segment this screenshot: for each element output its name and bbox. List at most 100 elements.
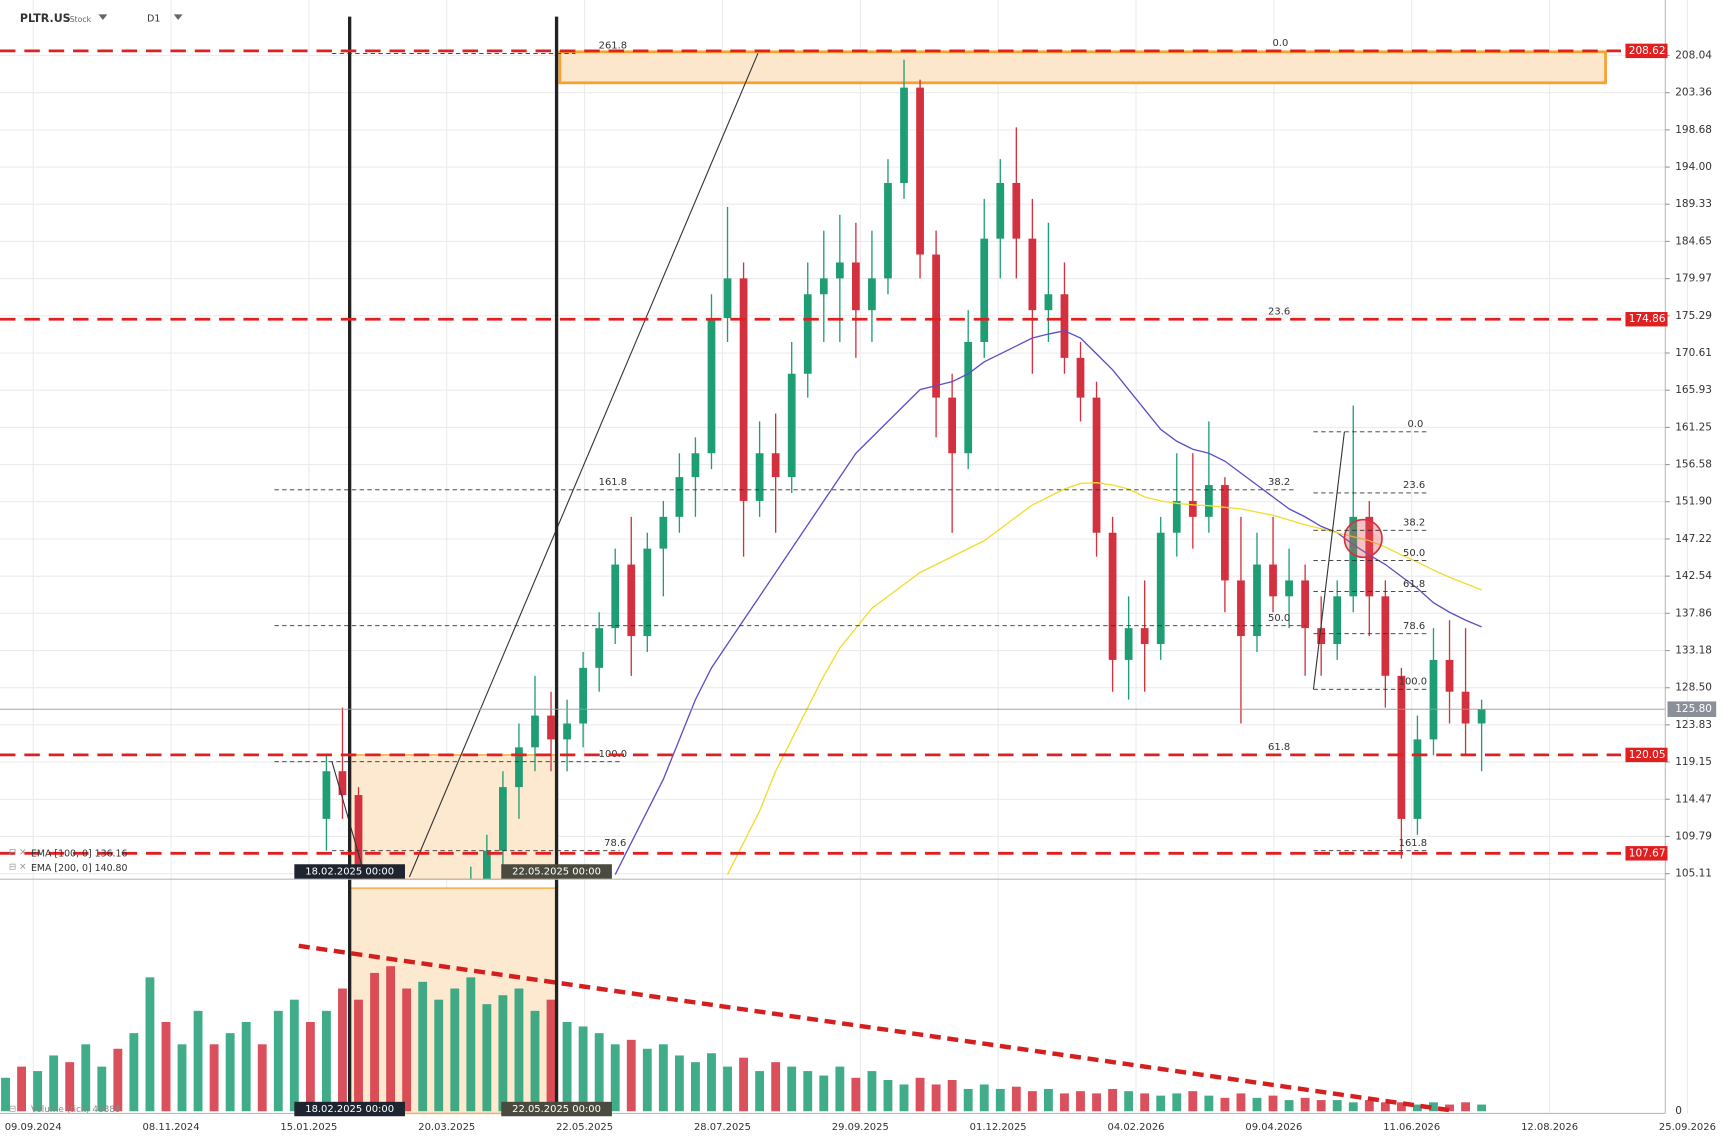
fib-label: 161.8 — [599, 477, 628, 488]
candle-body — [1188, 500, 1197, 517]
candle-body — [643, 548, 652, 637]
y-tick-label: 179.97 — [1675, 273, 1712, 285]
volume-bar — [1300, 1097, 1310, 1112]
candle-body — [1237, 580, 1245, 637]
volume-bar — [257, 1044, 267, 1112]
legend-icon[interactable]: ⊟ ✕ — [9, 863, 27, 873]
volume-bar — [370, 972, 379, 1112]
volume-bar — [1011, 1086, 1021, 1112]
volume-bar — [418, 981, 428, 1112]
volume-bar — [707, 1053, 716, 1112]
current-price-tag — [1667, 701, 1717, 717]
x-tick-label: 04.02.2026 — [1108, 1122, 1165, 1133]
candle-body — [771, 453, 780, 478]
interval[interactable]: D1 — [147, 13, 160, 24]
volume-bar — [1445, 1104, 1454, 1112]
x-tick-label: 11.06.2026 — [1383, 1122, 1440, 1133]
candle-body — [547, 715, 555, 740]
candle-body — [1108, 532, 1117, 660]
volume-bar — [209, 1044, 219, 1112]
level-label: 120.05 — [1629, 749, 1666, 761]
candle-body — [659, 516, 668, 549]
volume-bar — [514, 988, 524, 1112]
volume-bar — [1380, 1102, 1390, 1112]
symbol[interactable]: PLTR.US — [20, 12, 71, 25]
dropdown-arrow[interactable] — [173, 14, 183, 20]
candle-body — [563, 723, 571, 740]
volume-tick-label: 0 — [1675, 1105, 1682, 1117]
fib-label: 161.8 — [1399, 838, 1428, 849]
volume-bar — [1027, 1091, 1037, 1112]
candle-body — [1012, 182, 1021, 239]
fib-label: 38.2 — [1268, 477, 1290, 488]
volume-bar — [1043, 1088, 1053, 1112]
volume-bar — [1076, 1091, 1085, 1112]
volume-bar — [995, 1088, 1005, 1112]
volume-bar — [1332, 1100, 1342, 1112]
y-tick-label: 142.54 — [1675, 570, 1712, 582]
fib-label: 23.6 — [1403, 480, 1425, 491]
volume-bar — [755, 1071, 765, 1112]
candle-body — [1477, 709, 1486, 724]
candle-body — [1301, 580, 1309, 629]
symbol-type: Stock — [70, 15, 92, 24]
volume-bar — [915, 1077, 925, 1112]
x-tick-label: 09.09.2024 — [5, 1122, 62, 1133]
volume-bar — [739, 1057, 748, 1112]
candle-body — [627, 564, 636, 637]
fib-label: 61.8 — [1403, 579, 1425, 590]
trend-line — [408, 53, 759, 878]
level-tag — [1625, 43, 1668, 59]
volume-bar — [1348, 1102, 1358, 1112]
dropdown-arrow[interactable] — [98, 14, 108, 20]
volume-bar — [947, 1080, 957, 1112]
candle-body — [1028, 238, 1037, 311]
volume-bar — [193, 1010, 203, 1112]
volume-bar — [1156, 1095, 1166, 1112]
volume-bar — [1268, 1095, 1278, 1112]
candle-body — [787, 373, 796, 478]
candle-body — [948, 397, 957, 454]
candle-body — [1204, 485, 1213, 517]
candle-body — [1253, 564, 1261, 637]
volume-bar — [1413, 1104, 1422, 1112]
volume-bar — [642, 1048, 652, 1112]
legend-value: 48888 — [92, 1105, 120, 1115]
fib-label: 50.0 — [1403, 548, 1425, 559]
level-label: 174.86 — [1629, 313, 1666, 325]
volume-bar — [49, 1055, 59, 1112]
volume-bar — [899, 1084, 909, 1112]
x-tick-label: 25.09.2026 — [1659, 1122, 1716, 1133]
candle-body — [868, 278, 876, 311]
volume-bar — [434, 999, 444, 1112]
volume-bar — [1429, 1102, 1438, 1112]
candle-body — [499, 787, 507, 851]
volume-bar — [658, 1044, 668, 1112]
volume-bar — [305, 1021, 315, 1112]
legend-icon[interactable]: ⊟ ✕ — [9, 848, 27, 858]
candle-body — [932, 254, 940, 398]
level-tag — [1625, 846, 1668, 861]
volume-bar — [867, 1071, 877, 1112]
legend-icon[interactable]: ⊟ — [9, 1105, 16, 1115]
candle-body — [611, 564, 620, 629]
y-tick-label: 147.22 — [1675, 533, 1712, 545]
candle-body — [900, 87, 908, 183]
volume-bar — [1124, 1091, 1134, 1112]
volume-bar — [1220, 1097, 1230, 1112]
x-tick-label: 15.01.2025 — [280, 1122, 337, 1133]
legend-name: EMA [200, 0] — [31, 863, 92, 874]
x-tick-label: 09.04.2026 — [1245, 1122, 1302, 1133]
candle-body — [1317, 628, 1326, 645]
candle-body — [1124, 628, 1133, 660]
y-tick-label: 184.65 — [1675, 235, 1712, 247]
volume-bar — [963, 1088, 973, 1112]
y-tick-label: 105.11 — [1675, 868, 1712, 880]
candle-body — [916, 87, 924, 255]
candle-body — [1092, 397, 1101, 533]
y-tick-label: 161.25 — [1675, 421, 1712, 433]
volume-bar — [145, 977, 155, 1112]
volume-bar — [546, 999, 556, 1112]
candle-body — [803, 294, 812, 374]
